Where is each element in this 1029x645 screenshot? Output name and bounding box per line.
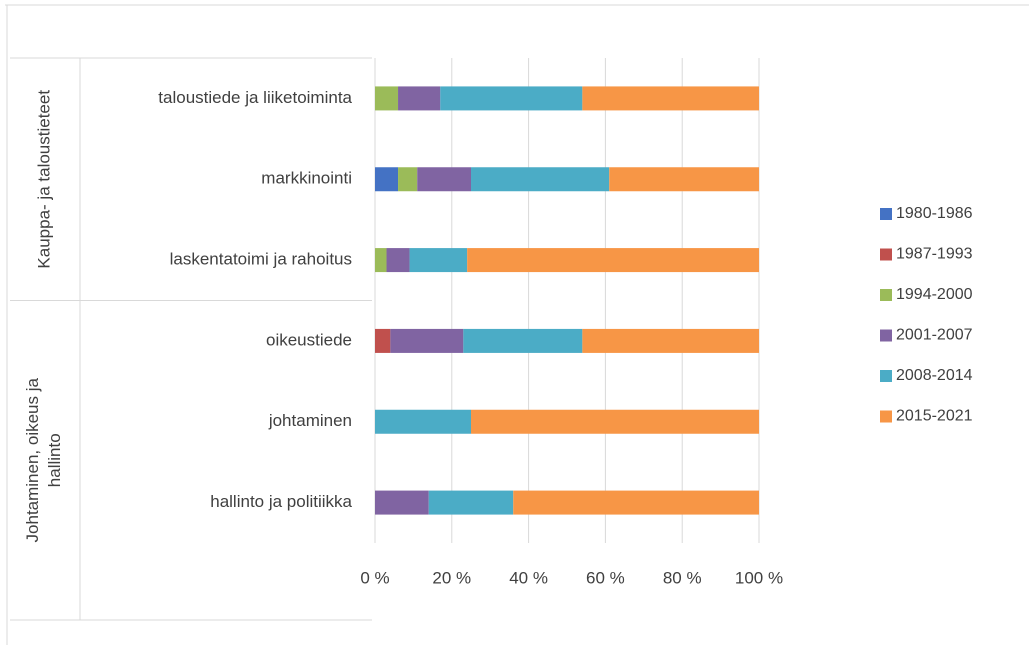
- bar: [398, 167, 418, 192]
- bar: [467, 248, 759, 273]
- bar: [375, 490, 429, 515]
- x-tick-label: 80 %: [663, 568, 702, 587]
- legend-label: 1994-2000: [896, 286, 973, 303]
- x-tick-label: 40 %: [509, 568, 548, 587]
- legend-swatch: [880, 370, 892, 382]
- group-label: Johtaminen, oikeus ja hallinto: [23, 377, 64, 542]
- y-tick-label: johtaminen: [268, 411, 352, 430]
- y-tick-label: hallinto ja politiikka: [210, 492, 352, 511]
- bar: [609, 167, 759, 192]
- bar: [386, 248, 410, 273]
- bar: [375, 248, 387, 273]
- y-tick-label: taloustiede ja liiketoiminta: [158, 88, 352, 107]
- bar: [471, 167, 610, 192]
- bar: [375, 167, 399, 192]
- bar: [390, 328, 464, 353]
- bar: [417, 167, 471, 192]
- legend-swatch: [880, 329, 892, 342]
- x-tick-label: 20 %: [432, 568, 471, 587]
- legend-swatch: [880, 289, 892, 301]
- legend-swatch: [880, 208, 892, 220]
- bar: [582, 328, 759, 353]
- legend-label: 2008-2014: [896, 367, 973, 384]
- y-tick-label: laskentatoimi ja rahoitus: [170, 250, 352, 269]
- x-tick-label: 100 %: [735, 568, 783, 587]
- legend-label: 1980-1986: [896, 205, 973, 222]
- legend-swatch: [880, 248, 892, 261]
- bar: [428, 490, 514, 515]
- legend-swatch: [880, 410, 892, 423]
- bar: [375, 86, 399, 111]
- y-tick-label: oikeustiede: [266, 330, 352, 349]
- bar: [398, 86, 441, 111]
- x-tick-label: 0 %: [360, 568, 389, 587]
- x-tick-label: 60 %: [586, 568, 625, 587]
- legend-label: 2015-2021: [896, 408, 973, 425]
- bar: [440, 86, 583, 111]
- group-label: Kauppa- ja taloustieteet: [34, 90, 53, 269]
- legend-label: 1987-1993: [896, 246, 973, 263]
- legend-label: 2001-2007: [896, 327, 973, 344]
- y-tick-label: markkinointi: [261, 169, 352, 188]
- bar: [471, 409, 759, 434]
- bar: [582, 86, 759, 111]
- bar: [409, 248, 468, 273]
- bar: [463, 328, 583, 353]
- bar: [375, 328, 391, 353]
- bar: [375, 409, 471, 434]
- bar: [513, 490, 759, 515]
